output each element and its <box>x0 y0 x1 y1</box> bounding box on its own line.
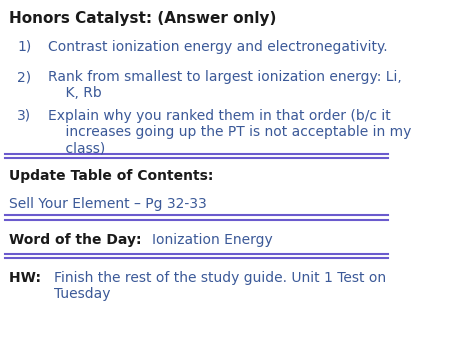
Text: 3): 3) <box>17 108 31 123</box>
Text: Finish the rest of the study guide. Unit 1 Test on
Tuesday: Finish the rest of the study guide. Unit… <box>54 271 386 301</box>
Text: Ionization Energy: Ionization Energy <box>152 233 273 247</box>
Text: Explain why you ranked them in that order (b/c it
    increases going up the PT : Explain why you ranked them in that orde… <box>48 108 412 155</box>
Text: Word of the Day:: Word of the Day: <box>9 233 147 247</box>
Text: Contrast ionization energy and electronegativity.: Contrast ionization energy and electrone… <box>48 40 388 54</box>
Text: 1): 1) <box>17 40 31 54</box>
Text: 2): 2) <box>17 70 31 84</box>
Text: Sell Your Element – Pg 32-33: Sell Your Element – Pg 32-33 <box>9 197 207 212</box>
Text: Rank from smallest to largest ionization energy: Li,
    K, Rb: Rank from smallest to largest ionization… <box>48 70 402 100</box>
Text: Update Table of Contents:: Update Table of Contents: <box>9 169 214 183</box>
Text: Honors Catalyst: (Answer only): Honors Catalyst: (Answer only) <box>9 11 277 26</box>
Text: HW:: HW: <box>9 271 46 285</box>
